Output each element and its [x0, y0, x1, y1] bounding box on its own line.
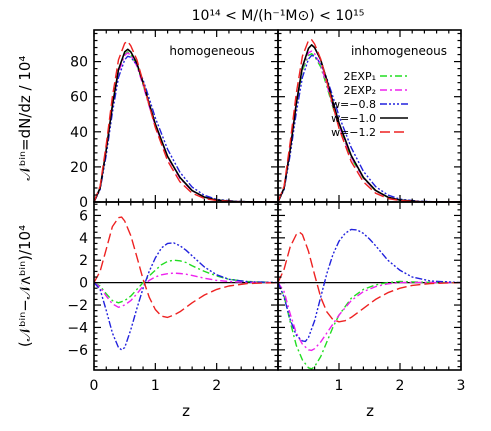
series-line-inhomogeneous-top-w-10	[277, 44, 462, 203]
y-tick-label-bottom: 0	[79, 276, 88, 292]
y-tick-label-bottom: 6	[79, 208, 88, 224]
series-line-inhomogeneous-bottom-2exp1	[277, 280, 462, 370]
panel-frame-homogeneous-bottom	[93, 201, 279, 371]
series-line-homogeneous-top-2exp1	[93, 51, 279, 203]
legend-label: 2EXP₁	[343, 70, 376, 83]
y-tick-label-top: 20	[70, 160, 88, 176]
panel-title-inhomogeneous: inhomogeneous	[351, 44, 447, 58]
series-line-homogeneous-bottom-w-08	[93, 242, 279, 351]
y-tick-label-top: 80	[70, 55, 88, 71]
y-axis-label-bottom-group: (𝒩ᵇⁱⁿ−𝒩ᴧᵇⁱⁿ)/10⁴	[16, 225, 34, 347]
panel-title-homogeneous: homogeneous	[169, 44, 254, 58]
x-tick-label: 1	[151, 378, 160, 394]
series-line-homogeneous-bottom-2exp1	[93, 259, 279, 304]
series-line-inhomogeneous-bottom-w-08	[277, 228, 462, 343]
panel-frame-inhomogeneous-bottom	[277, 201, 462, 371]
x-tick-label: 0	[90, 378, 99, 394]
legend-label: w=−1.2	[331, 126, 376, 139]
plot-layer	[93, 39, 462, 370]
series-line-homogeneous-bottom-2exp2	[93, 272, 279, 308]
y-tick-label-top: 40	[70, 125, 88, 141]
series-line-homogeneous-top-2exp2	[93, 52, 279, 203]
y-axis-label-bottom: (𝒩ᵇⁱⁿ−𝒩ᴧᵇⁱⁿ)/10⁴	[16, 225, 34, 347]
y-tick-label-bottom: 2	[79, 253, 88, 269]
series-line-homogeneous-bottom-w-12	[93, 216, 279, 319]
legend-label: w=−1.0	[331, 112, 376, 125]
chart-title: 10¹⁴ < M/(h⁻¹M⊙) < 10¹⁵	[192, 8, 365, 24]
x-tick-label: 3	[457, 378, 466, 394]
y-tick-label-bottom: −2	[67, 298, 88, 314]
y-tick-label-bottom: −4	[67, 320, 88, 336]
y-axis-label-top-group: 𝒩ᵇⁱⁿ=dN/dz / 10⁴	[16, 56, 34, 181]
series-line-inhomogeneous-top-w-12	[277, 39, 462, 203]
y-tick-label-top: 0	[79, 195, 88, 211]
x-axis-label-right: z	[366, 402, 374, 420]
legend-label: 2EXP₂	[343, 84, 376, 97]
x-tick-label: 1	[335, 378, 344, 394]
series-line-inhomogeneous-bottom-2exp2	[277, 281, 462, 352]
y-axis-label-top: 𝒩ᵇⁱⁿ=dN/dz / 10⁴	[16, 56, 34, 181]
series-line-homogeneous-top-w-08	[93, 55, 279, 203]
x-tick-label: 2	[212, 378, 221, 394]
y-tick-label-bottom: −6	[67, 343, 88, 359]
series-line-homogeneous-top-w-10	[93, 48, 279, 203]
series-line-homogeneous-top-w-12	[93, 40, 279, 203]
x-tick-label: 2	[396, 378, 405, 394]
x-axis-label-left: z	[182, 402, 190, 420]
y-tick-label-bottom: 4	[79, 231, 88, 247]
legend-label: w=−0.8	[331, 98, 376, 111]
series-line-inhomogeneous-top-w-08	[277, 54, 462, 203]
y-tick-label-top: 60	[70, 90, 88, 106]
series-line-inhomogeneous-bottom-w-12	[277, 231, 462, 323]
